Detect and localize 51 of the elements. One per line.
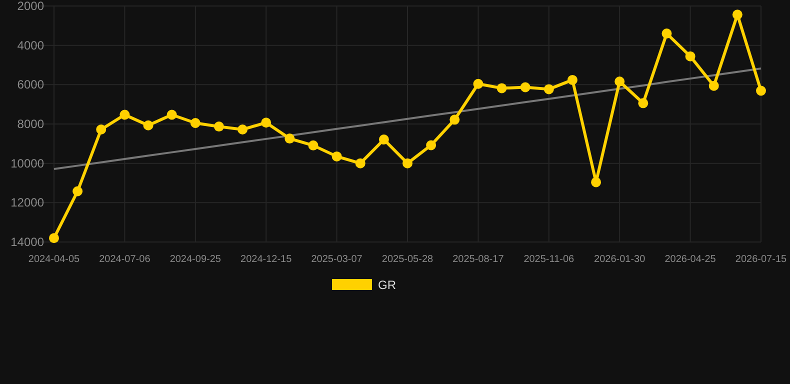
y-tick-label: 2000 <box>17 0 44 13</box>
point <box>662 28 672 39</box>
point <box>143 120 154 130</box>
point <box>496 83 507 94</box>
point <box>567 74 578 85</box>
point <box>614 76 625 87</box>
point <box>544 84 554 94</box>
x-tick-label: 2025-05-28 <box>382 254 434 265</box>
point <box>49 233 59 244</box>
x-tick-label: 2024-12-15 <box>240 254 292 265</box>
x-tick-label: 2024-07-06 <box>99 254 151 265</box>
x-tick-label: 2025-11-06 <box>524 254 575 265</box>
point <box>591 177 602 188</box>
point <box>732 10 742 20</box>
point <box>756 86 766 96</box>
point <box>402 158 412 168</box>
point <box>638 98 648 108</box>
point <box>238 124 248 135</box>
point <box>72 186 83 196</box>
x-tick-label: 2026-04-25 <box>664 254 716 265</box>
y-tick-label: 6000 <box>17 78 44 92</box>
legend-label: GR <box>378 278 396 292</box>
point <box>261 118 272 128</box>
x-tick-label: 2026-01-30 <box>594 254 646 265</box>
point <box>284 134 295 144</box>
y-tick-label: 12000 <box>10 196 44 210</box>
y-tick-label: 4000 <box>17 38 44 52</box>
x-tick-label: 2025-08-17 <box>452 254 504 265</box>
point <box>308 140 318 150</box>
point <box>355 158 366 168</box>
point <box>96 124 106 135</box>
point <box>473 78 484 89</box>
point <box>120 110 130 120</box>
point <box>520 82 530 92</box>
point <box>214 122 224 132</box>
y-tick-label: 8000 <box>17 117 44 131</box>
y-tick-label: 14000 <box>10 235 44 249</box>
point <box>685 51 696 62</box>
point <box>190 118 200 128</box>
x-tick-label: 2026-07-15 <box>735 254 788 265</box>
x-tick-label: 2024-04-05 <box>28 254 80 265</box>
point <box>378 134 389 145</box>
x-tick-label: 2024-09-25 <box>170 254 222 265</box>
point <box>166 110 177 120</box>
y-tick-label: 10000 <box>10 156 44 170</box>
line-series <box>53 68 762 170</box>
x-tick-label: 2025-03-07 <box>311 254 363 265</box>
point <box>450 114 460 125</box>
point <box>332 151 342 162</box>
point <box>708 80 719 91</box>
point <box>426 140 436 150</box>
